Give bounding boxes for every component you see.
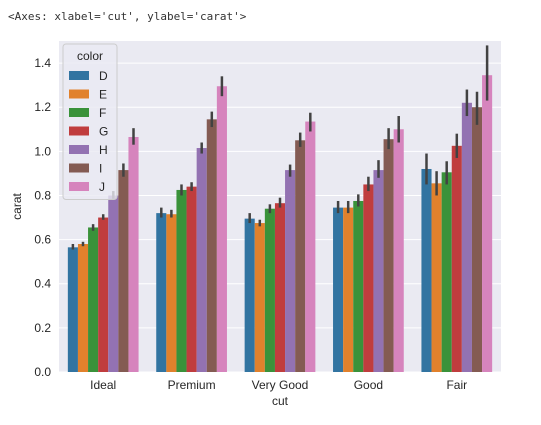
bar	[373, 170, 384, 372]
bar	[156, 213, 167, 372]
y-tick-label: 0.0	[34, 365, 51, 379]
bar	[285, 170, 296, 372]
legend-swatch	[69, 182, 89, 191]
legend-box	[62, 43, 118, 200]
bar	[441, 172, 452, 372]
bar	[196, 148, 207, 372]
x-tick-label: Fair	[446, 378, 467, 392]
x-ticks: Ideal Premium Very Good Good Fair	[90, 378, 467, 392]
bar	[343, 207, 354, 372]
y-tick-label: 0.8	[34, 188, 51, 202]
bar	[471, 107, 483, 372]
bar	[393, 129, 404, 372]
bar	[461, 102, 472, 372]
legend-title: color	[77, 49, 103, 63]
x-tick-label: Good	[354, 378, 383, 392]
bar	[274, 203, 286, 372]
y-tick-label: 0.4	[34, 277, 51, 291]
bar	[206, 119, 217, 372]
x-tick-label: Ideal	[90, 378, 116, 392]
output-repr: <Axes: xlabel='cut', ylabel='carat'>	[8, 10, 247, 23]
legend-swatch	[69, 126, 89, 136]
error-bars	[71, 45, 489, 250]
bar	[482, 75, 493, 372]
bar	[176, 189, 187, 372]
legend-item-label: H	[99, 143, 108, 157]
bar	[108, 195, 119, 372]
x-tick-label: Premium	[168, 378, 216, 392]
y-tick-label: 1.4	[34, 56, 51, 70]
legend-swatch	[69, 71, 89, 80]
bar	[98, 217, 109, 372]
legend-item-label: I	[99, 162, 102, 176]
bar	[166, 214, 177, 372]
legend-swatch	[69, 145, 89, 154]
bar	[88, 227, 99, 372]
y-tick-label: 0.2	[34, 321, 51, 335]
x-tick-label: Very Good	[252, 378, 309, 392]
legend-item-label: J	[99, 180, 105, 194]
bar	[186, 186, 197, 372]
bar	[333, 207, 344, 372]
y-ticks: 0.0 0.2 0.4 0.6 0.8 1.0 1.2 1.4	[34, 56, 51, 379]
bar	[305, 121, 316, 372]
legend-item-label: F	[99, 106, 106, 120]
bars	[67, 75, 493, 372]
legend-swatch	[69, 89, 89, 99]
bar	[353, 200, 364, 372]
bar	[383, 139, 394, 372]
bar	[254, 223, 265, 372]
legend-swatch	[69, 108, 89, 117]
bar	[67, 247, 78, 372]
bar	[295, 140, 306, 372]
bar	[244, 218, 255, 372]
legend-item-label: E	[99, 88, 107, 102]
legend-item-label: D	[99, 69, 108, 83]
legend-item-label: G	[99, 125, 108, 139]
bar	[431, 183, 442, 372]
bar	[77, 244, 89, 372]
bar	[421, 168, 432, 372]
bar	[216, 86, 227, 372]
y-tick-label: 1.2	[34, 100, 51, 114]
y-tick-label: 0.6	[34, 233, 51, 247]
bar	[128, 136, 139, 372]
y-axis-label: carat	[10, 193, 24, 220]
legend-swatch	[69, 163, 89, 173]
bar	[363, 184, 374, 372]
bar	[264, 208, 275, 372]
x-axis-label: cut	[272, 394, 289, 408]
bar	[118, 170, 129, 372]
y-tick-label: 1.0	[34, 144, 51, 158]
bar	[451, 145, 462, 372]
